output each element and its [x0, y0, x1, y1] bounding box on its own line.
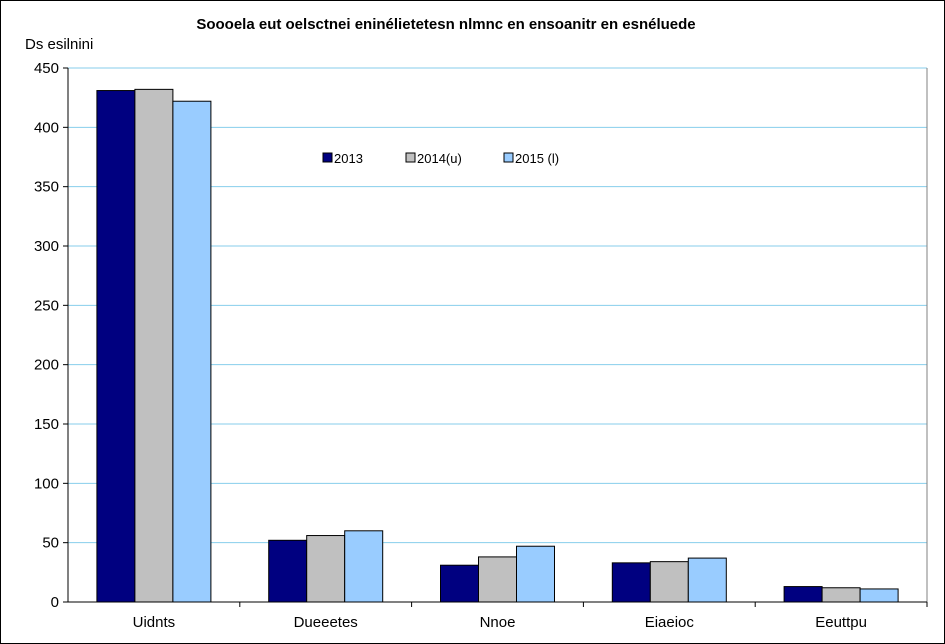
- y-tick-label: 100: [34, 475, 59, 492]
- x-tick-label: Dueeetes: [294, 614, 358, 631]
- y-tick-label: 400: [34, 119, 59, 136]
- bar: [687, 557, 727, 603]
- y-tick-label: 50: [42, 535, 59, 552]
- bar: [478, 556, 517, 603]
- chart-title: Soooela eut oelsctnei eninélietetesn nlm…: [196, 16, 696, 33]
- bar: [306, 535, 346, 603]
- x-tick-label: Uidnts: [133, 614, 176, 631]
- y-tick-label: 450: [34, 60, 59, 77]
- x-tick-label: Eeuttpu: [815, 614, 867, 631]
- legend-swatch: [322, 152, 333, 163]
- legend-swatch: [405, 152, 416, 163]
- y-tick-label: 250: [34, 297, 59, 314]
- y-tick-label: 350: [34, 179, 59, 196]
- legend-label: 2013: [334, 151, 363, 166]
- y-tick-label: 200: [34, 357, 59, 374]
- bar: [649, 561, 689, 603]
- bar: [859, 588, 899, 603]
- bar: [96, 90, 136, 603]
- bar: [440, 564, 479, 603]
- y-tick-label: 150: [34, 416, 59, 433]
- bar: [268, 539, 308, 603]
- bar: [516, 545, 555, 603]
- bar: [783, 586, 823, 603]
- legend-swatch: [503, 152, 514, 163]
- legend-label: 2015 (l): [515, 151, 559, 166]
- bar: [344, 530, 384, 603]
- y-axis-label: Ds esilnini: [25, 36, 94, 53]
- legend-label: 2014(u): [417, 151, 462, 166]
- bar: [134, 88, 174, 603]
- x-tick-label: Eiaeioc: [645, 614, 695, 631]
- bar: [821, 587, 861, 603]
- y-tick-label: 300: [34, 238, 59, 255]
- y-tick-label: 0: [51, 594, 59, 611]
- bar: [611, 562, 651, 603]
- bar: [172, 100, 212, 603]
- x-tick-label: Nnoe: [480, 614, 516, 631]
